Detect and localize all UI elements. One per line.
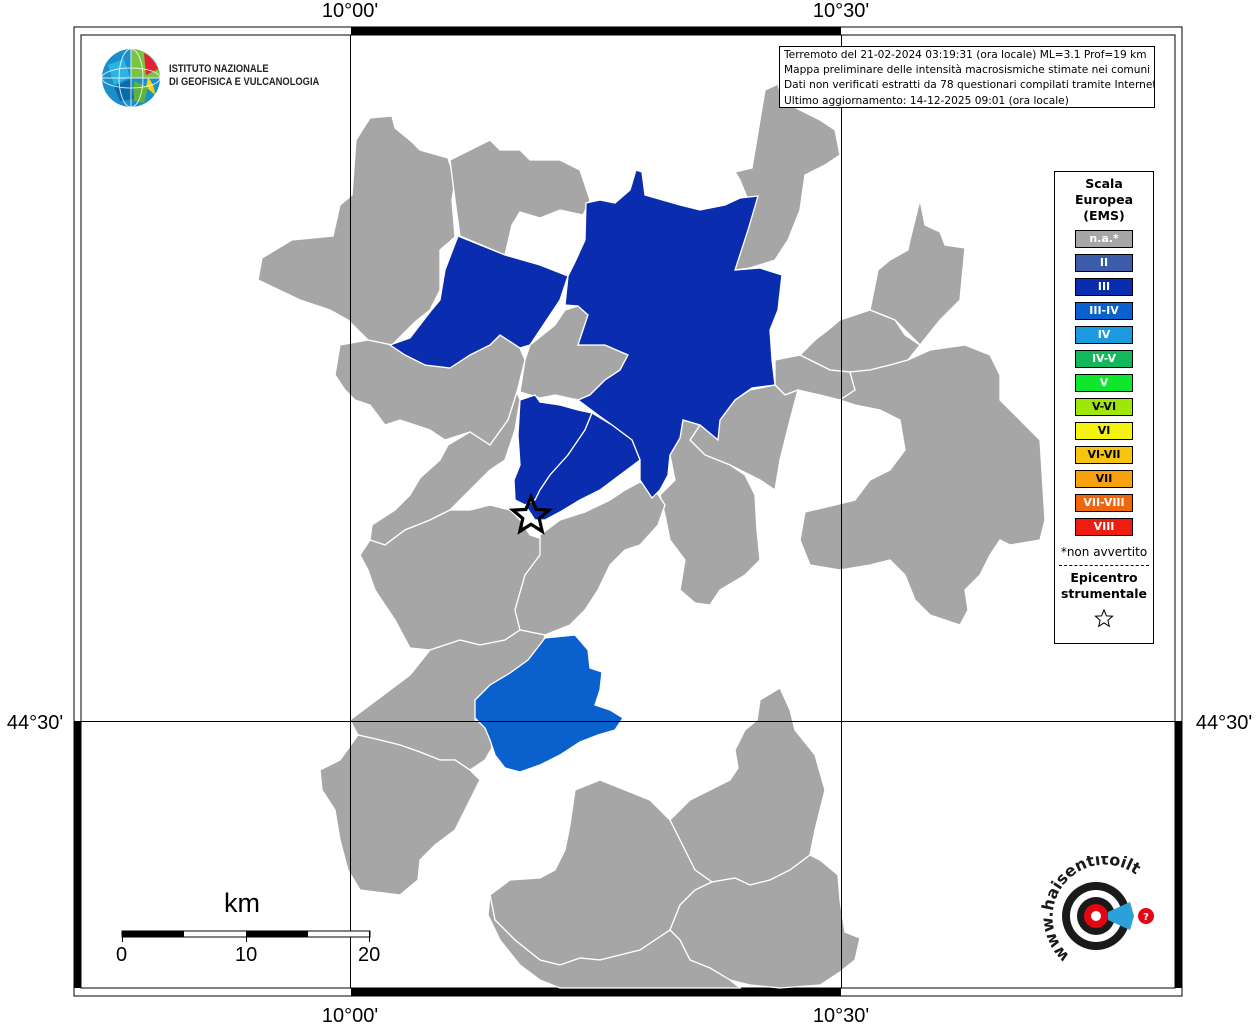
legend-class-n-a: n.a.*: [1075, 230, 1133, 248]
scale-bar-unit: km: [224, 888, 260, 918]
legend-epicenter-line1: Epicentro: [1070, 570, 1138, 585]
legend-note: *non avvertito: [1060, 545, 1148, 559]
legend-class-iii: III: [1075, 278, 1133, 296]
legend-epicenter-label: Epicentro strumentale: [1055, 570, 1153, 602]
legend-class-iii-iv: III-IV: [1075, 302, 1133, 320]
event-info-line1: Terremoto del 21-02-2024 03:19:31 (ora l…: [784, 49, 1147, 61]
municipalities-na: [257, 83, 1046, 989]
event-info-line2: Mappa preliminare delle intensità macros…: [784, 64, 1151, 77]
haisentito-target-icon: ?: [1062, 882, 1154, 950]
right-lat-label: 44°30': [1196, 712, 1252, 734]
legend-class-viii: VIII: [1075, 518, 1133, 536]
svg-text:?: ?: [1143, 912, 1149, 923]
municipalities-intensity-iii: [388, 169, 783, 521]
top-lon-label-2: 10°30': [813, 0, 869, 22]
epicenter-star-icon: [508, 492, 554, 535]
event-info-box: Terremoto del 21-02-2024 03:19:31 (ora l…: [779, 46, 1155, 108]
event-info-line4: Ultimo aggiornamento: 14-12-2025 09:01 (…: [784, 94, 1069, 107]
star-outline-icon: [1055, 608, 1153, 634]
top-lon-label-1: 10°00': [322, 0, 378, 22]
scale-bar-label-20: 20: [358, 944, 381, 966]
legend-class-v: V: [1075, 374, 1133, 392]
legend-class-iv: IV: [1075, 326, 1133, 344]
legend-class-ii: II: [1075, 254, 1133, 272]
scale-bar: [121, 930, 371, 942]
institute-name: ISTITUTO NAZIONALE DI GEOFISICA E VULCAN…: [169, 63, 319, 89]
institute-name-line1: ISTITUTO NAZIONALE: [169, 63, 269, 75]
institute-name-line2: DI GEOFISICA E VULCANOLOGIA: [169, 76, 320, 88]
haisentito-logo: ? www.haisentitoilterremoto.it: [1036, 856, 1154, 966]
legend-epicenter-line2: strumentale: [1060, 586, 1148, 601]
legend-class-v-vi: V-VI: [1075, 398, 1133, 416]
legend-class-vi-vii: VI-VII: [1075, 446, 1133, 464]
ingv-globe-logo-icon: [101, 48, 161, 108]
ems-legend: Scala Europea (EMS) n.a.* II III III-IV IV IV…: [1054, 171, 1154, 644]
event-info-line3: Dati non verificati estratti da 78 quest…: [784, 79, 1155, 92]
graticule: [81, 35, 1175, 988]
municipalities-intensity-iii-iv: [474, 634, 624, 773]
legend-title-line2: Europea: [1074, 192, 1134, 207]
legend-divider: [1059, 565, 1149, 566]
bottom-lon-label-1: 10°00': [322, 1005, 378, 1024]
legend-class-vii: VII: [1075, 470, 1133, 488]
scale-bar-label-10: 10: [235, 944, 258, 966]
legend-title: Scala Europea (EMS): [1055, 176, 1153, 224]
legend-title-line3: (EMS): [1083, 208, 1125, 223]
legend-class-vii-viii: VII-VIII: [1075, 494, 1133, 512]
legend-swatches: n.a.* II III III-IV IV IV-V V V-VI VI VI-VII VII VI…: [1055, 230, 1153, 536]
legend-title-line1: Scala: [1085, 176, 1123, 191]
scale-bar-label-0: 0: [116, 944, 128, 966]
legend-class-vi: VI: [1075, 422, 1133, 440]
left-lat-label: 44°30': [7, 712, 63, 734]
legend-class-iv-v: IV-V: [1075, 350, 1133, 368]
bottom-lon-label-2: 10°30': [813, 1005, 869, 1024]
